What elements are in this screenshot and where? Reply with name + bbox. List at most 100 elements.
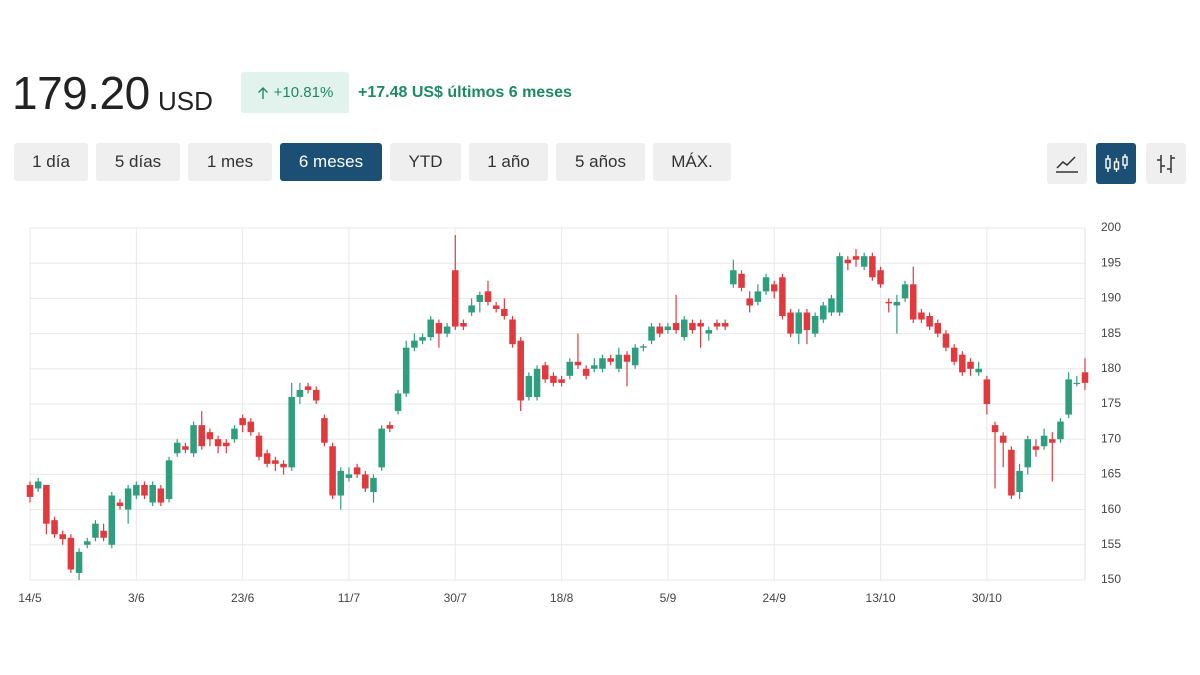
candle-body [206, 432, 214, 440]
candle-body [795, 312, 803, 334]
candle-body [182, 446, 189, 450]
candle-body [705, 330, 713, 334]
candle-body [828, 298, 835, 313]
candle-body [623, 354, 631, 362]
range-button[interactable]: MÁX. [653, 143, 731, 181]
candle-body [689, 323, 696, 331]
candle-body [247, 421, 255, 433]
candle-body [321, 418, 328, 443]
range-button[interactable]: 1 año [469, 143, 548, 181]
candle-body [746, 298, 753, 306]
candle-body [353, 467, 361, 475]
range-button[interactable]: YTD [390, 143, 461, 181]
y-tick-label: 200 [1101, 220, 1121, 234]
x-tick-label: 13/10 [866, 591, 896, 605]
candle-body [476, 294, 484, 302]
candle-body [345, 474, 353, 478]
candle-body [844, 259, 852, 264]
change-percent: +10.81% [273, 84, 334, 101]
x-tick-label: 24/9 [763, 591, 787, 605]
candle-body [615, 354, 623, 369]
candle-body [934, 323, 942, 334]
candle-body [443, 326, 451, 334]
candle-body [738, 273, 745, 288]
candle-body [59, 534, 66, 540]
candle-body [370, 477, 377, 492]
candle-body [770, 284, 778, 292]
candle-chart-toggle[interactable] [1096, 143, 1136, 184]
candle-body [1008, 449, 1015, 496]
range-button[interactable]: 1 mes [188, 143, 272, 181]
candle-body [198, 425, 206, 447]
candle-body [1024, 439, 1032, 468]
x-tick-label: 11/7 [338, 591, 361, 605]
x-tick-label: 3/6 [128, 591, 145, 605]
x-tick-label: 18/8 [550, 591, 574, 605]
candle-body [942, 333, 950, 348]
y-tick-label: 190 [1101, 291, 1121, 305]
candle-body [877, 270, 884, 285]
candle-body [34, 481, 42, 489]
candle-body [901, 284, 909, 299]
candle-body [558, 379, 565, 383]
range-button[interactable]: 1 día [14, 143, 88, 181]
candle-body [1081, 372, 1089, 383]
candle-body [721, 323, 729, 327]
candle-body [983, 379, 991, 404]
candle-body [582, 368, 590, 376]
range-button[interactable]: 5 años [556, 143, 645, 181]
range-button[interactable]: 5 días [96, 143, 180, 181]
candle-body [386, 425, 394, 429]
candle-body [26, 484, 34, 497]
y-tick-label: 195 [1101, 255, 1121, 269]
candle-body [885, 301, 892, 304]
candle-body [83, 541, 91, 545]
candle-body [427, 319, 435, 338]
candle-body [501, 308, 508, 316]
x-tick-label: 23/6 [231, 591, 255, 605]
ohlc-chart-toggle[interactable] [1146, 143, 1186, 184]
candle-body [811, 316, 819, 334]
candle-body [296, 389, 304, 397]
x-tick-label: 14/5 [18, 591, 42, 605]
candle-body [648, 326, 655, 341]
candle-body [378, 428, 385, 468]
candle-body [664, 326, 672, 331]
candle-body [950, 347, 958, 362]
candle-body [697, 323, 704, 327]
candle-body [452, 270, 459, 327]
candle-body [680, 319, 688, 338]
candle-body [762, 277, 770, 292]
candle-body [926, 316, 933, 327]
candle-body [492, 305, 500, 309]
candle-body [231, 428, 238, 440]
y-tick-label: 185 [1101, 326, 1121, 340]
candle-body [255, 435, 263, 457]
candle-body [1016, 470, 1023, 492]
candle-body [1057, 421, 1064, 440]
candle-body [599, 358, 606, 369]
candle-body [967, 361, 974, 369]
y-tick-label: 180 [1101, 361, 1121, 375]
candle-body [1073, 382, 1081, 385]
candle-body [1065, 379, 1072, 415]
candle-body [869, 256, 876, 278]
candle-body [574, 361, 582, 366]
change-text: +17.48 US$ últimos 6 meses [358, 84, 572, 101]
line-chart-toggle[interactable] [1047, 143, 1087, 184]
candle-body [214, 439, 222, 447]
candle-body [312, 389, 320, 401]
candle-body [100, 530, 107, 538]
candle-body [779, 277, 786, 316]
candle-body [190, 425, 197, 454]
candle-body [51, 520, 58, 535]
range-button[interactable]: 6 meses [280, 143, 382, 181]
candle-body [67, 537, 75, 570]
candle-body [280, 463, 287, 468]
up-arrow [257, 86, 268, 99]
candle-body [272, 460, 279, 464]
candle-body [550, 375, 557, 383]
y-tick-label: 170 [1101, 431, 1121, 445]
candle-body [991, 425, 999, 433]
